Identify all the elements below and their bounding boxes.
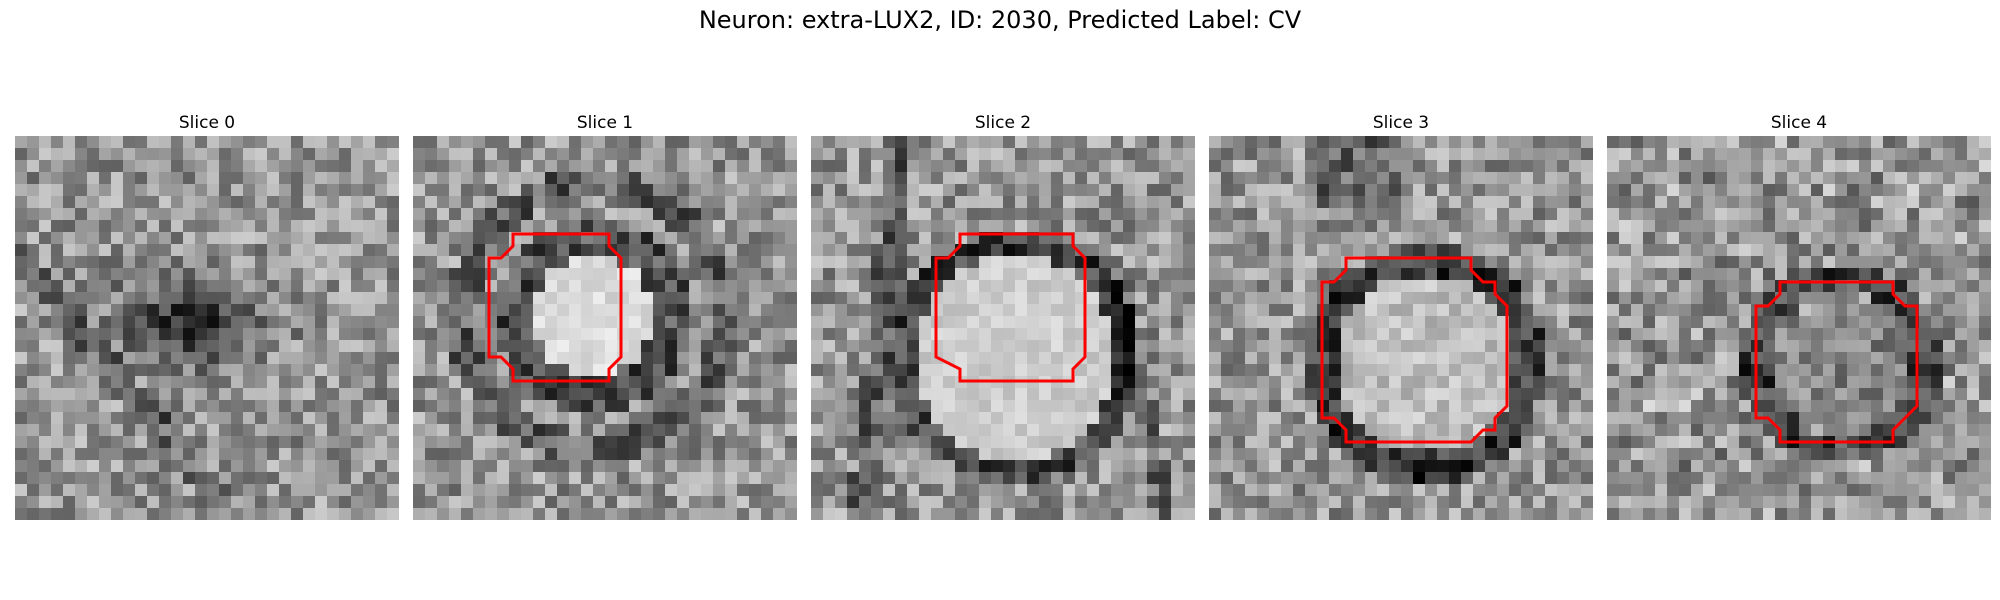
slice-canvas-2 bbox=[811, 136, 1195, 520]
slice-image-3 bbox=[1209, 136, 1593, 520]
slice-panel-3: Slice 3 bbox=[1209, 110, 1593, 520]
slice-image-1 bbox=[413, 136, 797, 520]
slice-canvas-4 bbox=[1607, 136, 1991, 520]
slice-panel-0: Slice 0 bbox=[15, 110, 399, 520]
contour-overlay-4 bbox=[1754, 280, 1919, 444]
slice-title-3: Slice 3 bbox=[1372, 113, 1430, 133]
slice-title-2: Slice 2 bbox=[974, 113, 1032, 133]
slice-title-4: Slice 4 bbox=[1770, 113, 1828, 133]
slice-panel-2: Slice 2 bbox=[811, 110, 1195, 520]
contour-outline-3 bbox=[1320, 256, 1509, 444]
slice-panel-1: Slice 1 bbox=[413, 110, 797, 520]
contour-overlay-3 bbox=[1320, 256, 1509, 444]
slice-title-0: Slice 0 bbox=[178, 113, 236, 133]
slice-canvas-1 bbox=[413, 136, 797, 520]
contour-overlay-1 bbox=[487, 232, 623, 383]
slice-image-0 bbox=[15, 136, 399, 520]
figure-title: Neuron: extra-LUX2, ID: 2030, Predicted … bbox=[698, 6, 1302, 34]
slice-image-4 bbox=[1607, 136, 1991, 520]
contour-overlay-2 bbox=[934, 232, 1087, 383]
slice-title-1: Slice 1 bbox=[576, 113, 634, 133]
slice-image-2 bbox=[811, 136, 1195, 520]
slice-panel-4: Slice 4 bbox=[1607, 110, 1991, 520]
contour-outline-4 bbox=[1754, 280, 1919, 444]
contour-outline-2 bbox=[934, 232, 1087, 383]
contour-outline-1 bbox=[487, 232, 623, 383]
slice-canvas-0 bbox=[15, 136, 399, 520]
slice-canvas-3 bbox=[1209, 136, 1593, 520]
